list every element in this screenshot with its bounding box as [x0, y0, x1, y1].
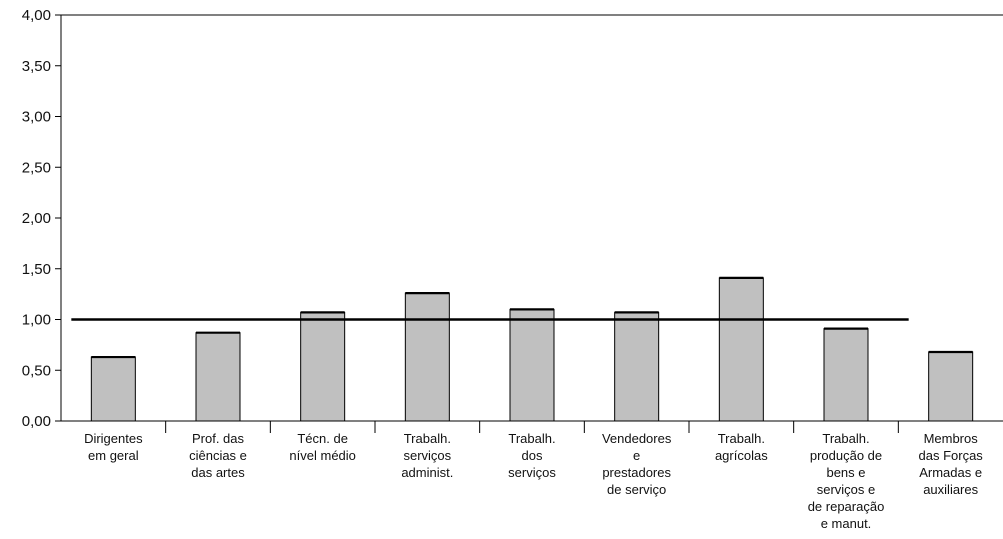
- x-tick-label-line: Membros: [924, 431, 979, 446]
- x-tick-label-line: nível médio: [289, 448, 355, 463]
- x-tick-label-line: das artes: [191, 465, 245, 480]
- x-tick-label-line: Dirigentes: [84, 431, 143, 446]
- y-tick-label: 0,50: [22, 362, 51, 379]
- y-tick-label: 1,00: [22, 312, 51, 329]
- x-tick-label-line: serviços e: [817, 482, 876, 497]
- x-tick-label-line: Técn. de: [297, 431, 348, 446]
- bar: [90, 356, 136, 422]
- bar: [823, 328, 869, 422]
- x-tick-label-line: agrícolas: [715, 448, 768, 463]
- x-tick-label-line: prestadores: [602, 465, 671, 480]
- x-tick-label-line: Prof. das: [192, 431, 245, 446]
- y-tick-label: 4,00: [22, 7, 51, 24]
- bars: [90, 276, 974, 422]
- x-tick-label-line: auxiliares: [923, 482, 978, 497]
- bar: [928, 351, 974, 422]
- y-tick-label: 0,00: [22, 413, 51, 430]
- x-tick-label: Técn. de nível médio: [289, 431, 355, 463]
- y-tick-label: 3,00: [22, 109, 51, 126]
- y-tick-label: 3,50: [22, 58, 51, 75]
- x-tick-label-line: Trabalh.: [508, 431, 555, 446]
- x-tick-label: Dirigentes em geral: [84, 431, 143, 463]
- x-tick-label-line: das Forças: [919, 448, 984, 463]
- x-tick-label: Vendedores e prestadores de serviço: [602, 431, 672, 497]
- bar: [195, 332, 241, 422]
- x-tick-label-line: Trabalh.: [404, 431, 451, 446]
- x-tick-label: Trabalh. agrícolas: [715, 431, 768, 463]
- x-tick-label-line: de serviço: [607, 482, 666, 497]
- x-tick-label-line: bens e: [826, 465, 865, 480]
- x-tick-label-line: dos: [522, 448, 543, 463]
- x-tick-label: Prof. das ciências e das artes: [189, 431, 247, 480]
- x-tick-label: Membros das Forças Armadas e auxiliares: [919, 431, 984, 497]
- bar: [300, 311, 346, 422]
- x-tick-label-line: Trabalh.: [822, 431, 869, 446]
- bar: [718, 277, 764, 422]
- x-tick-label: Trabalh. serviços administ.: [401, 431, 453, 480]
- x-tick-label: Trabalh. dos serviços: [508, 431, 556, 480]
- y-tick-label: 1,50: [22, 261, 51, 278]
- x-tick-label-line: em geral: [88, 448, 139, 463]
- y-axis-ticks: 0,00 0,50 1,00 1,50 2,00 2,50 3,00 3,50 4,00: [22, 7, 61, 430]
- x-tick-label-line: de reparação: [808, 499, 885, 514]
- x-tick-label-line: Vendedores: [602, 431, 672, 446]
- x-tick-label-line: administ.: [401, 465, 453, 480]
- x-tick-label: Trabalh. produção de bens e serviços e de re…: [808, 431, 885, 531]
- y-tick-label: 2,50: [22, 159, 51, 176]
- x-tick-label-line: Armadas e: [919, 465, 982, 480]
- x-tick-label-line: produção de: [810, 448, 882, 463]
- x-tick-label-line: ciências e: [189, 448, 247, 463]
- x-tick-label-line: e: [633, 448, 640, 463]
- x-tick-label-line: serviços: [508, 465, 556, 480]
- x-tick-label-line: e manut.: [821, 516, 872, 531]
- bar: [404, 292, 450, 422]
- x-tick-label-line: serviços: [403, 448, 451, 463]
- x-tick-label-line: Trabalh.: [718, 431, 765, 446]
- x-axis-labels: Dirigentes em geral Prof. das ciências e das…: [84, 431, 983, 531]
- y-tick-label: 2,00: [22, 210, 51, 227]
- bar: [509, 308, 555, 422]
- bar: [614, 311, 660, 422]
